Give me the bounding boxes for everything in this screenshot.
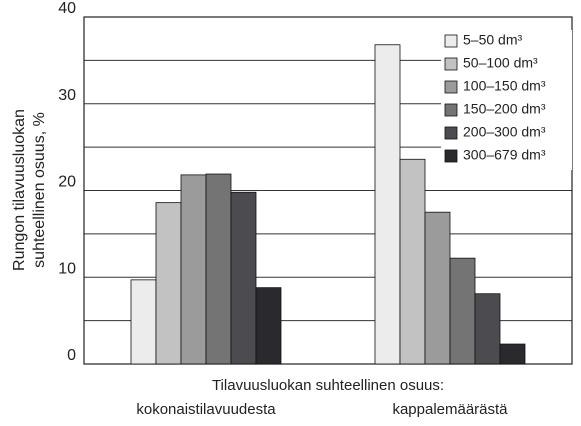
legend-box (441, 30, 572, 170)
legend-label: 300–679 dm³ (463, 147, 546, 163)
bar (399, 158, 426, 365)
bar (230, 191, 257, 365)
y-tick-label: 40 (58, 0, 76, 17)
bar (180, 174, 207, 365)
legend-label: 50–100 dm³ (463, 55, 538, 71)
legend-swatch (444, 103, 458, 117)
y-tick-label: 20 (58, 174, 76, 191)
legend-label: 5–50 dm³ (463, 32, 522, 48)
bar (155, 202, 182, 365)
legend-swatch (444, 34, 458, 48)
legend-label: 100–150 dm³ (463, 78, 546, 94)
bar (255, 287, 282, 365)
x-axis-label: Tilavuusluokan suhteellinen osuus: (212, 377, 444, 394)
y-axis-label: suhteellinen osuus, % (31, 112, 48, 268)
bar (374, 44, 401, 365)
bar (130, 279, 157, 365)
x-tick-label: kappalemäärästä (392, 401, 508, 418)
bar (474, 293, 501, 365)
y-tick-label: 0 (67, 347, 76, 364)
legend-swatch (444, 80, 458, 94)
bar (205, 173, 232, 365)
bar (424, 211, 451, 365)
legend-swatch (444, 126, 458, 140)
y-tick-label: 10 (58, 260, 76, 277)
legend-label: 150–200 dm³ (463, 101, 546, 117)
legend-swatch (444, 149, 458, 163)
bar (499, 343, 526, 365)
legend-label: 200–300 dm³ (463, 124, 546, 140)
bar (449, 257, 476, 365)
x-tick-label: kokonaistilavuudesta (136, 401, 276, 418)
plot-frame (83, 16, 573, 365)
legend-swatch (444, 57, 458, 71)
y-axis-label: Rungon tilavuusluokan (11, 109, 28, 271)
y-tick-label: 30 (58, 87, 76, 104)
